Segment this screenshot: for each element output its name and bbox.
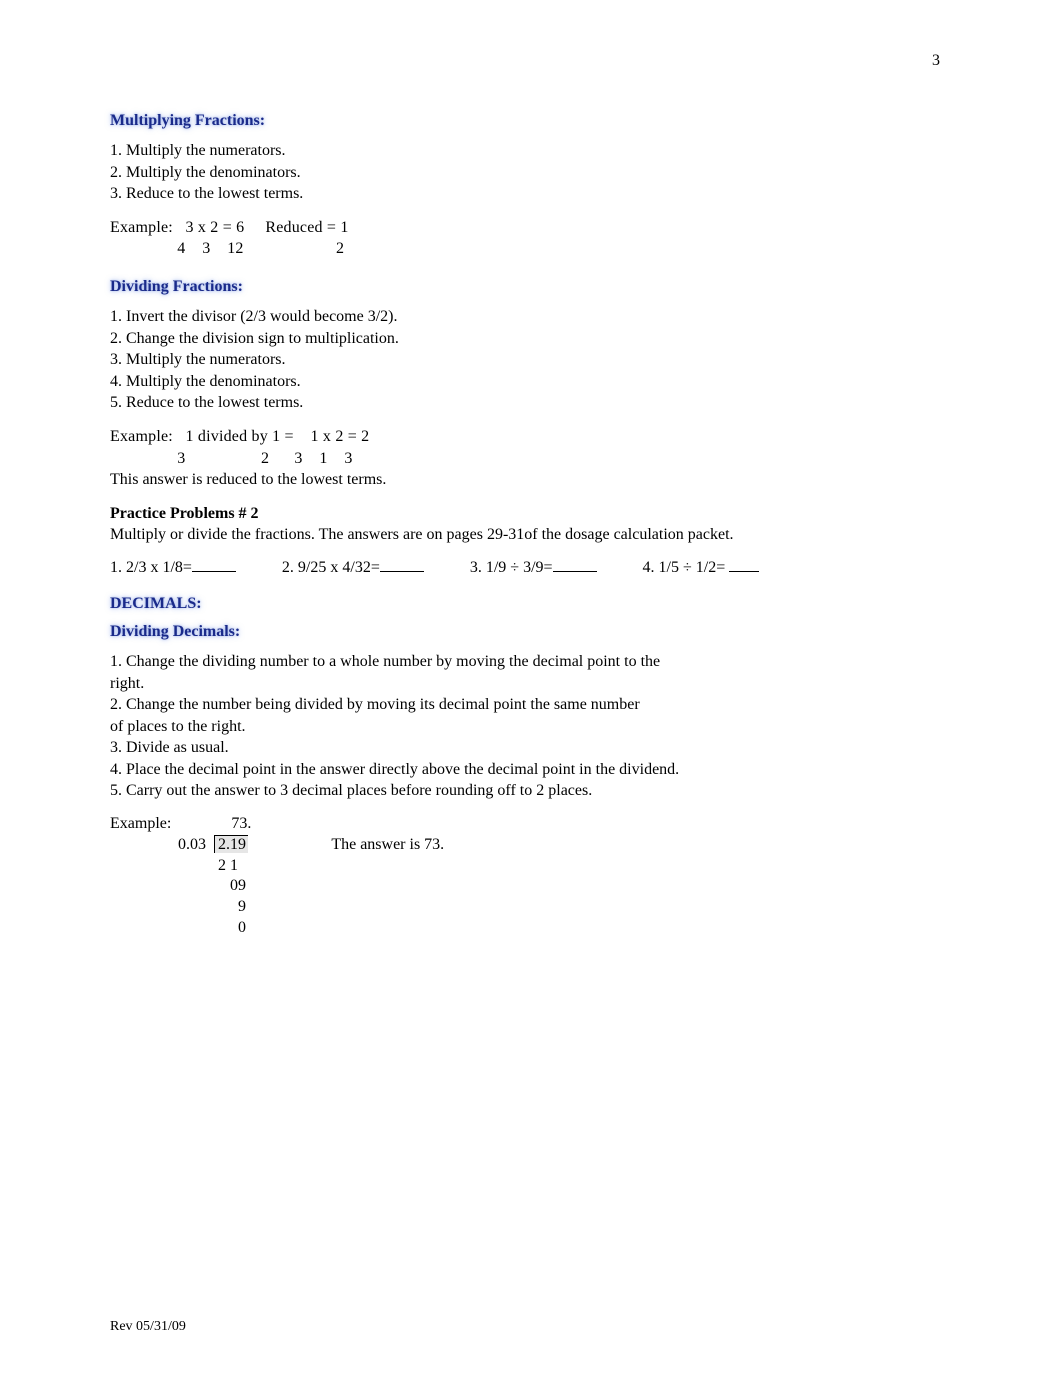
multiplying-steps: 1. Multiply the numerators. 2. Multiply … (110, 140, 952, 205)
heading-decimals: DECIMALS: (110, 595, 952, 613)
step-item: 3. Multiply the numerators. (110, 349, 952, 371)
problem-item: 4. 1/5 ÷ 1/2= (643, 556, 760, 577)
long-division-work: Example: 73. 0.03 2.19 2 1 09 9 0 (110, 814, 251, 939)
dividing-fractions-steps: 1. Invert the divisor (2/3 would become … (110, 306, 952, 414)
multiplying-example: Example: 3 x 2 = 6 Reduced = 1 4 3 12 2 (110, 217, 952, 260)
answer-blank[interactable] (380, 556, 424, 572)
answer-blank[interactable] (553, 556, 597, 572)
example-note: This answer is reduced to the lowest ter… (110, 469, 952, 491)
example-line: 4 3 12 2 (110, 238, 952, 260)
step-item: 3. Divide as usual. (110, 737, 952, 759)
document-page: 3 Multiplying Fractions: 1. Multiply the… (0, 0, 1062, 1377)
heading-practice-2: Practice Problems # 2 (110, 503, 952, 525)
step-item: right. (110, 673, 952, 695)
problem-item: 1. 2/3 x 1/8= (110, 556, 236, 577)
example-line: Example: 3 x 2 = 6 Reduced = 1 (110, 217, 952, 239)
example-line: Example: 1 divided by 1 = 1 x 2 = 2 (110, 426, 952, 448)
example-line: 3 2 3 1 3 (110, 448, 952, 470)
heading-dividing-decimals: Dividing Decimals: (110, 623, 952, 641)
heading-multiplying-fractions: Multiplying Fractions: (110, 112, 952, 130)
dividing-decimals-steps: 1. Change the dividing number to a whole… (110, 651, 952, 802)
step-item: 1. Invert the divisor (2/3 would become … (110, 306, 952, 328)
practice-2-problems: 1. 2/3 x 1/8= 2. 9/25 x 4/32= 3. 1/9 ÷ 3… (110, 556, 952, 577)
long-division-bracket: 2.19 (214, 835, 248, 856)
division-answer-text: The answer is 73. (331, 834, 444, 856)
step-item: 2. Change the number being divided by mo… (110, 694, 952, 716)
step-item: 4. Place the decimal point in the answer… (110, 759, 952, 781)
heading-dividing-fractions: Dividing Fractions: (110, 278, 952, 296)
footer-revision: Rev 05/31/09 (110, 1319, 186, 1335)
step-item: of places to the right. (110, 716, 952, 738)
dividing-fractions-example: Example: 1 divided by 1 = 1 x 2 = 2 3 2 … (110, 426, 952, 491)
step-item: 5. Reduce to the lowest terms. (110, 392, 952, 414)
answer-blank[interactable] (192, 556, 236, 572)
problem-item: 2. 9/25 x 4/32= (282, 556, 424, 577)
step-item: 4. Multiply the denominators. (110, 371, 952, 393)
problem-item: 3. 1/9 ÷ 3/9= (470, 556, 597, 577)
answer-blank[interactable] (729, 556, 759, 572)
page-number: 3 (932, 52, 940, 70)
step-item: 2. Change the division sign to multiplic… (110, 328, 952, 350)
step-item: 3. Reduce to the lowest terms. (110, 183, 952, 205)
practice-2-text: Multiply or divide the fractions. The an… (110, 524, 952, 546)
step-item: 1. Change the dividing number to a whole… (110, 651, 952, 673)
step-item: 2. Multiply the denominators. (110, 162, 952, 184)
dividing-decimals-example: Example: 73. 0.03 2.19 2 1 09 9 0 The an… (110, 814, 952, 939)
step-item: 1. Multiply the numerators. (110, 140, 952, 162)
step-item: 5. Carry out the answer to 3 decimal pla… (110, 780, 952, 802)
